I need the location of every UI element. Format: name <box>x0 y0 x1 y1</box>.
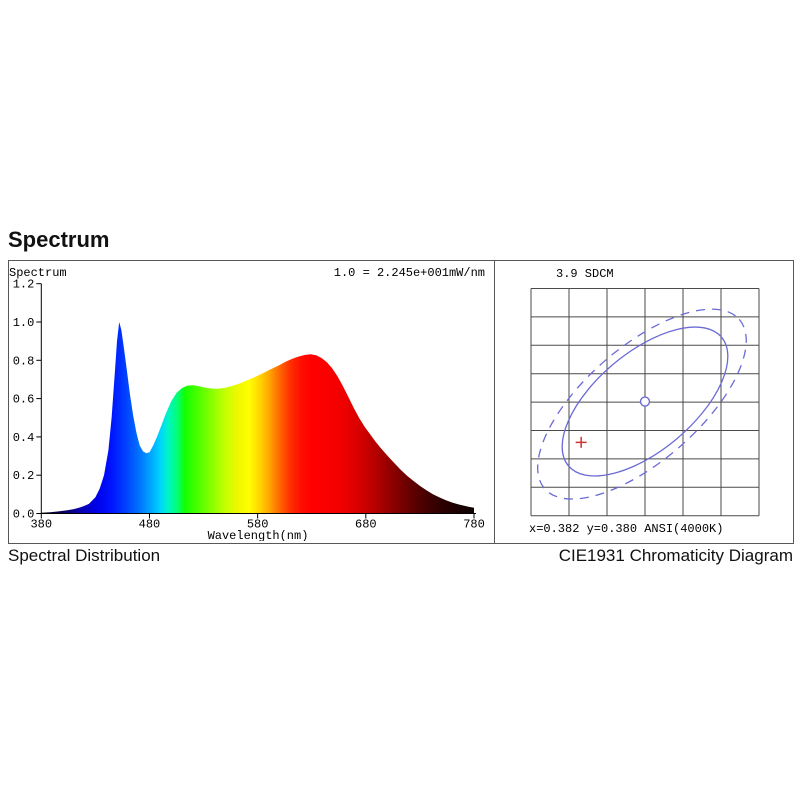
chart-corner-label: Spectrum <box>9 266 67 280</box>
measured-point-marker <box>575 436 587 448</box>
y-tick-label: 0.0 <box>13 508 35 522</box>
spectrum-area-fill <box>41 322 475 514</box>
target-center-marker <box>639 396 651 407</box>
y-tick-label: 1.0 <box>13 316 35 330</box>
normalization-note: 1.0 = 2.245e+001mW/nm <box>334 266 485 280</box>
chromaticity-diagram: 3.9 SDCM x=0.382 y=0.380 ANSI(4000K) <box>529 267 760 536</box>
y-tick-label: 0.6 <box>13 393 35 407</box>
x-tick-label: 480 <box>139 518 161 532</box>
sdcm-ellipse-solid <box>561 326 729 477</box>
page-title: Spectrum <box>8 227 110 252</box>
spectrum-curve <box>41 322 475 514</box>
right-caption: CIE1931 Chromaticity Diagram <box>558 546 793 565</box>
chromaticity-panel: 3.9 SDCM x=0.382 y=0.380 ANSI(4000K) <box>495 261 793 543</box>
sdcm-label: 3.9 SDCM <box>556 267 614 281</box>
x-tick-label: 780 <box>463 518 485 532</box>
x-tick-label: 680 <box>355 518 377 532</box>
y-tick-label: 0.8 <box>13 354 35 368</box>
x-tick-label: 380 <box>30 518 52 532</box>
chromaticity-grid <box>530 288 760 517</box>
spectral-distribution-panel: 0.0 0.2 0.4 0.6 0.8 1.0 1.2 380 480 580 680 780 Spe… <box>9 261 495 543</box>
chromaticity-coords-label: x=0.382 y=0.380 ANSI(4000K) <box>529 522 723 536</box>
x-axis-label: Wavelength(nm) <box>208 529 309 541</box>
sdcm-ellipse-dashed <box>537 308 747 500</box>
captions-row: Spectral Distribution CIE1931 Chromatici… <box>8 546 793 566</box>
chromaticity-marks <box>537 308 747 500</box>
y-tick-label: 0.4 <box>13 431 35 445</box>
spectral-distribution-chart: 0.0 0.2 0.4 0.6 0.8 1.0 1.2 380 480 580 680 780 Spe… <box>9 266 485 541</box>
spectrum-axes: 0.0 0.2 0.4 0.6 0.8 1.0 1.2 380 480 580 680 780 <box>13 278 485 532</box>
left-caption: Spectral Distribution <box>8 546 161 565</box>
y-tick-label: 1.2 <box>13 278 35 292</box>
x-tick-label: 580 <box>247 518 269 532</box>
y-tick-label: 0.2 <box>13 469 35 483</box>
figure-container: 0.0 0.2 0.4 0.6 0.8 1.0 1.2 380 480 580 680 780 Spe… <box>8 260 794 544</box>
